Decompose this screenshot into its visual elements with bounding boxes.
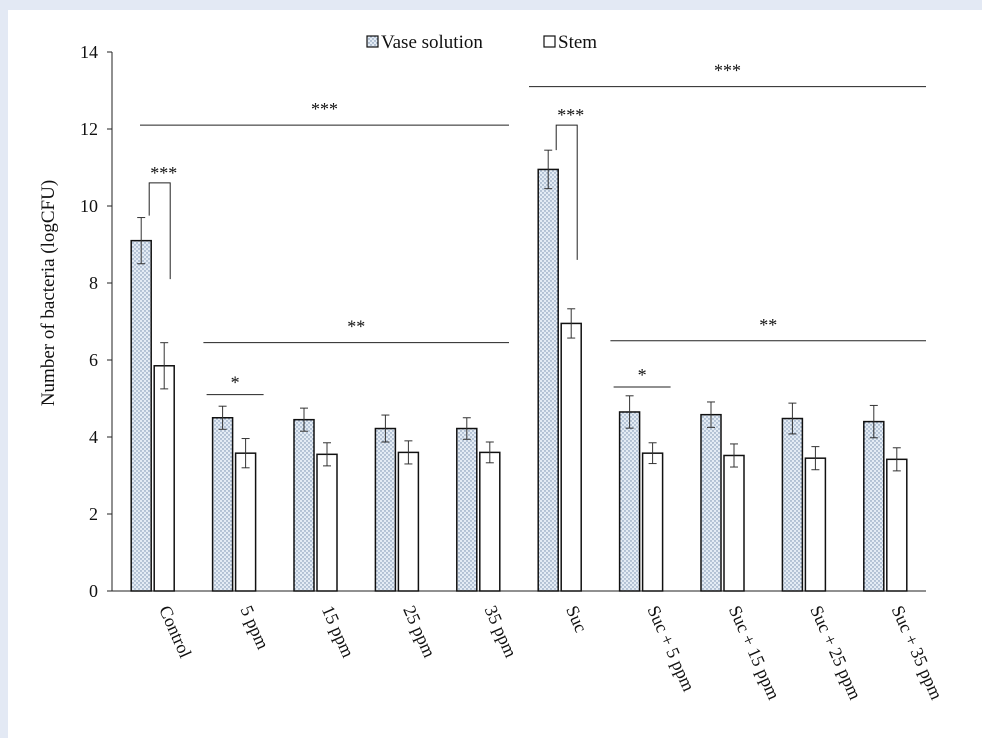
y-tick-label: 8 xyxy=(89,273,98,293)
legend-label: Stem xyxy=(558,32,597,53)
bar-vase-solution xyxy=(456,427,478,592)
x-tick-label: Control xyxy=(155,602,196,660)
significance-label: ** xyxy=(347,317,365,337)
axes: 0 2 4 6 8 10 12 14 Control 5 ppm 15 ppm 25 ppm 35 pp… xyxy=(80,42,947,703)
x-tick-label: Suc + 25 ppm xyxy=(806,602,865,702)
bar-stem xyxy=(479,451,501,592)
bar-stem xyxy=(234,452,257,592)
significance-label: *** xyxy=(311,99,338,119)
x-tick-label: 5 ppm xyxy=(236,602,273,652)
bar-vase-solution xyxy=(700,413,722,592)
bar-stem xyxy=(723,454,745,592)
bar-vase-solution xyxy=(863,420,885,592)
legend-swatch-stem xyxy=(543,35,556,48)
y-tick-label: 6 xyxy=(89,350,98,370)
bar-vase-solution xyxy=(781,417,804,592)
y-tick-label: 12 xyxy=(80,119,98,139)
y-tick-label: 4 xyxy=(89,427,98,447)
significance-bracket xyxy=(555,124,578,260)
bar-stem xyxy=(886,458,908,592)
x-tick-label: Suc + 15 ppm xyxy=(725,602,784,702)
x-tick-label: 25 ppm xyxy=(399,602,439,660)
significance-label: * xyxy=(231,373,240,393)
x-tick-label: 35 ppm xyxy=(481,602,521,660)
bar-vase-solution xyxy=(374,427,397,592)
y-tick-label: 2 xyxy=(89,504,98,524)
legend-label: Vase solution xyxy=(381,32,483,53)
bar-vase-solution xyxy=(211,417,234,592)
y-tick-label: 10 xyxy=(80,196,98,216)
y-axis-label: Number of bacteria (logCFU) xyxy=(38,180,59,406)
bar-chart: 0 2 4 6 8 10 12 14 Control 5 ppm 15 ppm 25 ppm 35 pp… xyxy=(38,32,947,703)
significance-label: *** xyxy=(150,163,177,183)
bar-stem xyxy=(153,365,175,592)
significance-label: * xyxy=(638,365,647,385)
bar-stem xyxy=(316,453,338,592)
bar-stem xyxy=(641,452,664,592)
y-tick-label: 14 xyxy=(80,42,98,62)
bar-stem xyxy=(804,457,827,592)
significance-label: ** xyxy=(759,315,777,335)
significance-annotations: ****************** xyxy=(140,61,926,396)
bar-vase-solution xyxy=(130,239,152,592)
error-bars xyxy=(137,149,901,472)
legend: Vase solution Stem xyxy=(366,32,597,53)
significance-label: *** xyxy=(714,61,741,81)
bar-vase-solution xyxy=(293,418,315,592)
x-tick-label: Suc + 35 ppm xyxy=(888,602,947,702)
bars xyxy=(130,168,908,592)
x-tick-label: Suc + 5 ppm xyxy=(643,602,699,694)
significance-bracket xyxy=(148,182,171,280)
chart-frame: 0 2 4 6 8 10 12 14 Control 5 ppm 15 ppm 25 ppm 35 pp… xyxy=(8,10,982,738)
bar-stem xyxy=(560,322,582,592)
x-tick-label: Suc xyxy=(562,602,591,635)
y-tick-label: 0 xyxy=(89,581,98,601)
x-tick-label: 15 ppm xyxy=(318,602,358,660)
bar-stem xyxy=(397,451,420,592)
significance-label: *** xyxy=(557,105,584,125)
bar-vase-solution xyxy=(618,411,641,592)
legend-swatch-vase-solution xyxy=(366,35,379,48)
bar-vase-solution xyxy=(537,168,559,592)
